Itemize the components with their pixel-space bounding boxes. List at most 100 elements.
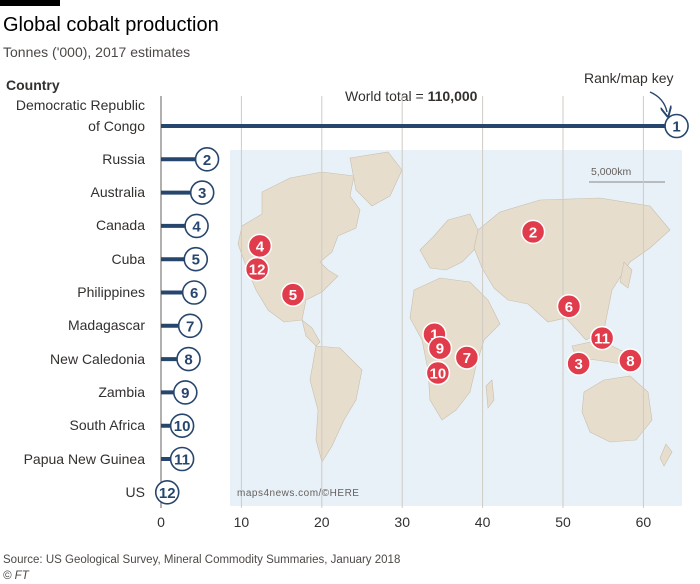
rank-marker-circle bbox=[183, 246, 209, 272]
map-marker-2: 2 bbox=[520, 219, 546, 245]
rank-marker-text: 7 bbox=[186, 318, 194, 335]
chart-title: Global cobalt production bbox=[3, 14, 219, 36]
map-marker-circle bbox=[454, 345, 480, 370]
country-label-line: Australia bbox=[90, 184, 145, 201]
map-scale-label: 5,000km bbox=[591, 166, 632, 178]
rank-marker-4: 4 bbox=[184, 213, 209, 239]
rank-marker-1: 1 bbox=[664, 113, 689, 139]
country-label-line: Madagascar bbox=[67, 317, 145, 334]
map-marker-text: 10 bbox=[430, 365, 447, 382]
map-marker-text: 12 bbox=[249, 262, 266, 279]
rank-marker-circle bbox=[169, 413, 195, 439]
rank-marker-text: 5 bbox=[192, 252, 200, 269]
map-marker-text: 4 bbox=[256, 238, 265, 255]
map-marker-text: 3 bbox=[574, 356, 582, 373]
rank-marker-7: 7 bbox=[177, 313, 203, 339]
rank-marker-circle bbox=[169, 446, 195, 472]
map-marker-text: 8 bbox=[626, 353, 634, 370]
rank-marker-6: 6 bbox=[181, 280, 207, 305]
rank-marker-11: 11 bbox=[169, 446, 195, 472]
country-label-line: South Africa bbox=[69, 417, 146, 434]
landmass-japan bbox=[619, 261, 633, 289]
rank-key-arrow bbox=[649, 91, 667, 112]
x-tick-label: 40 bbox=[475, 514, 491, 530]
map-marker-circle bbox=[280, 282, 306, 307]
country-label: New Caledonia bbox=[50, 350, 145, 369]
world-total-label: World total = bbox=[345, 88, 428, 104]
landmass-madagascar bbox=[485, 379, 495, 409]
world-map bbox=[230, 150, 682, 506]
landmass-south-america bbox=[309, 345, 363, 463]
rank-marker-circle bbox=[173, 380, 198, 405]
country-label: South Africa bbox=[70, 416, 146, 435]
landmass-africa bbox=[409, 277, 501, 421]
rank-marker-circle bbox=[177, 313, 203, 339]
rank-marker-text: 9 bbox=[181, 385, 189, 402]
rank-marker-8: 8 bbox=[176, 346, 201, 372]
country-label-line: Philippines bbox=[77, 284, 145, 300]
rank-map-key-label: Rank/map key bbox=[584, 70, 674, 86]
source-note: Source: US Geological Survey, Mineral Co… bbox=[3, 554, 401, 566]
landmass-australia bbox=[581, 375, 653, 443]
rank-marker-5: 5 bbox=[183, 246, 209, 272]
map-marker-text: 6 bbox=[565, 299, 573, 316]
country-label: Zambia bbox=[98, 383, 145, 402]
map-marker-circle bbox=[425, 360, 451, 386]
rank-marker-circle bbox=[194, 147, 220, 172]
rank-marker-circle bbox=[184, 213, 209, 239]
rank-marker-text: 8 bbox=[184, 352, 192, 369]
world-total-value: 110,000 bbox=[427, 88, 478, 104]
x-tick-label: 50 bbox=[555, 514, 571, 530]
map-marker-4: 4 bbox=[247, 233, 273, 259]
map-marker-circle bbox=[520, 219, 546, 245]
x-tick-label: 60 bbox=[636, 514, 652, 530]
rank-marker-3: 3 bbox=[189, 180, 215, 205]
map-marker-circle bbox=[427, 335, 453, 361]
map-credit: maps4news.com/©HERE bbox=[237, 488, 360, 499]
x-tick-label: 10 bbox=[234, 514, 250, 530]
map-marker-10: 10 bbox=[425, 360, 451, 386]
rank-marker-text: 2 bbox=[203, 152, 211, 169]
country-label-line: of Congo bbox=[88, 118, 145, 135]
x-tick-labels: 0 10 20 30 40 50 60 bbox=[157, 514, 651, 530]
map-marker-text: 2 bbox=[529, 224, 537, 241]
map-marker-6: 6 bbox=[556, 294, 582, 319]
rank-marker-12: 12 bbox=[154, 479, 180, 505]
rank-marker-text: 6 bbox=[190, 285, 198, 302]
country-label-line: New Caledonia bbox=[50, 350, 145, 367]
map-marker-text: 5 bbox=[289, 287, 297, 304]
map-marker-9: 9 bbox=[427, 335, 453, 361]
map-marker-8: 8 bbox=[618, 348, 643, 373]
header-rule bbox=[0, 0, 60, 6]
rank-marker-circle bbox=[154, 479, 180, 505]
rank-marker-10: 10 bbox=[169, 413, 195, 439]
country-label: US bbox=[126, 483, 145, 502]
map-marker-circle bbox=[589, 325, 615, 351]
rank-marker-text: 1 bbox=[672, 119, 680, 136]
country-label: Cuba bbox=[112, 250, 145, 269]
country-label-line: Cuba bbox=[111, 250, 145, 267]
rank-marker-text: 10 bbox=[174, 418, 191, 435]
country-label-line: Democratic Republic bbox=[15, 97, 145, 114]
map-marker-circle bbox=[244, 256, 270, 282]
chart-subtitle: Tonnes ('000), 2017 estimates bbox=[3, 44, 191, 60]
landmass-new-zealand bbox=[659, 443, 673, 467]
country-label: Russia bbox=[102, 150, 145, 169]
rank-marker-circle bbox=[181, 280, 207, 305]
rank-marker-2: 2 bbox=[194, 147, 220, 172]
world-total-annotation: World total = 110,000 bbox=[345, 88, 477, 104]
map-marker-circle bbox=[566, 351, 591, 376]
x-tick-label: 30 bbox=[394, 514, 410, 530]
country-label-line: US bbox=[125, 483, 145, 500]
map-marker-text: 9 bbox=[436, 341, 444, 358]
map-marker-circle bbox=[556, 294, 582, 319]
country-label: Democratic Republic of Congo bbox=[16, 95, 145, 137]
map-marker-3: 3 bbox=[566, 351, 591, 376]
landmass-central-america bbox=[301, 319, 321, 347]
country-column-header: Country bbox=[6, 77, 60, 93]
map-marker-circle bbox=[618, 348, 643, 373]
rank-marker-text: 3 bbox=[198, 185, 206, 202]
country-label: Philippines bbox=[77, 283, 145, 302]
